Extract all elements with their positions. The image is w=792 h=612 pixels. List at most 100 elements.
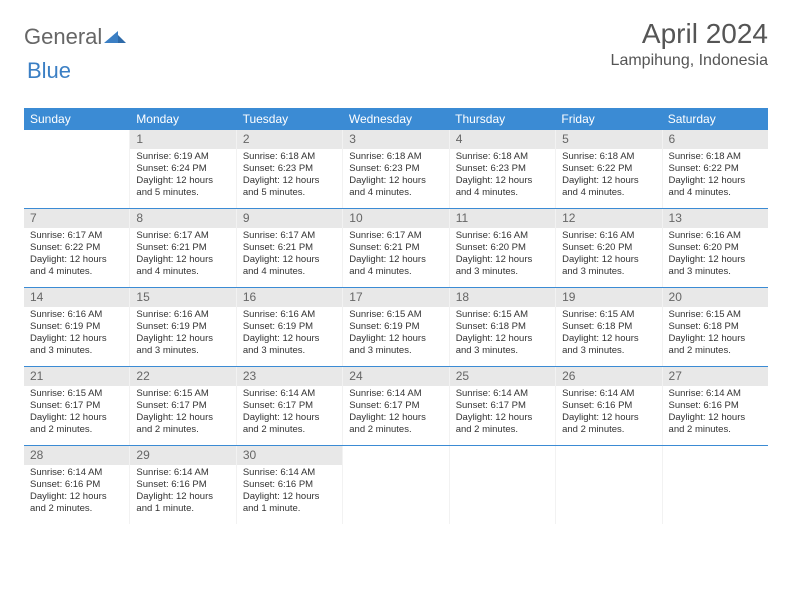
calendar-cell: 1Sunrise: 6:19 AMSunset: 6:24 PMDaylight…: [130, 130, 236, 208]
title-block: April 2024 Lampihung, Indonesia: [611, 18, 768, 70]
sunrise-text: Sunrise: 6:14 AM: [349, 388, 442, 400]
sunrise-text: Sunrise: 6:19 AM: [136, 151, 229, 163]
date-number: 13: [663, 209, 768, 228]
calendar-cell: 10Sunrise: 6:17 AMSunset: 6:21 PMDayligh…: [343, 209, 449, 287]
daylight-text: Daylight: 12 hours and 2 minutes.: [136, 412, 229, 436]
daylight-text: Daylight: 12 hours and 4 minutes.: [30, 254, 123, 278]
date-number: 10: [343, 209, 448, 228]
daylight-text: Daylight: 12 hours and 3 minutes.: [669, 254, 762, 278]
sunrise-text: Sunrise: 6:15 AM: [136, 388, 229, 400]
sunset-text: Sunset: 6:22 PM: [562, 163, 655, 175]
daylight-text: Daylight: 12 hours and 2 minutes.: [349, 412, 442, 436]
calendar-cell: 12Sunrise: 6:16 AMSunset: 6:20 PMDayligh…: [556, 209, 662, 287]
calendar: Sunday Monday Tuesday Wednesday Thursday…: [24, 108, 768, 524]
date-number: 12: [556, 209, 661, 228]
sunset-text: Sunset: 6:17 PM: [30, 400, 123, 412]
cell-body: Sunrise: 6:17 AMSunset: 6:21 PMDaylight:…: [237, 228, 342, 282]
sunset-text: Sunset: 6:18 PM: [456, 321, 549, 333]
day-header-wednesday: Wednesday: [343, 108, 449, 130]
sunset-text: Sunset: 6:23 PM: [456, 163, 549, 175]
cell-body: Sunrise: 6:15 AMSunset: 6:17 PMDaylight:…: [130, 386, 235, 440]
calendar-cell: 16Sunrise: 6:16 AMSunset: 6:19 PMDayligh…: [237, 288, 343, 366]
calendar-cell: 6Sunrise: 6:18 AMSunset: 6:22 PMDaylight…: [663, 130, 768, 208]
calendar-cell: 29Sunrise: 6:14 AMSunset: 6:16 PMDayligh…: [130, 446, 236, 524]
sunset-text: Sunset: 6:22 PM: [30, 242, 123, 254]
daylight-text: Daylight: 12 hours and 1 minute.: [136, 491, 229, 515]
sunrise-text: Sunrise: 6:15 AM: [669, 309, 762, 321]
date-number: 6: [663, 130, 768, 149]
cell-body: Sunrise: 6:18 AMSunset: 6:22 PMDaylight:…: [663, 149, 768, 203]
daylight-text: Daylight: 12 hours and 4 minutes.: [136, 254, 229, 278]
sunrise-text: Sunrise: 6:16 AM: [243, 309, 336, 321]
date-number: 7: [24, 209, 129, 228]
calendar-cell: 22Sunrise: 6:15 AMSunset: 6:17 PMDayligh…: [130, 367, 236, 445]
calendar-cell: 13Sunrise: 6:16 AMSunset: 6:20 PMDayligh…: [663, 209, 768, 287]
calendar-cell: 5Sunrise: 6:18 AMSunset: 6:22 PMDaylight…: [556, 130, 662, 208]
calendar-cell: 27Sunrise: 6:14 AMSunset: 6:16 PMDayligh…: [663, 367, 768, 445]
calendar-cell: 24Sunrise: 6:14 AMSunset: 6:17 PMDayligh…: [343, 367, 449, 445]
date-number: 19: [556, 288, 661, 307]
daylight-text: Daylight: 12 hours and 3 minutes.: [243, 333, 336, 357]
date-number: 20: [663, 288, 768, 307]
calendar-cell: [24, 130, 130, 208]
cell-body: Sunrise: 6:16 AMSunset: 6:19 PMDaylight:…: [130, 307, 235, 361]
page-header: General April 2024 Lampihung, Indonesia: [24, 18, 768, 70]
date-number: 8: [130, 209, 235, 228]
daylight-text: Daylight: 12 hours and 5 minutes.: [243, 175, 336, 199]
sunset-text: Sunset: 6:20 PM: [456, 242, 549, 254]
daylight-text: Daylight: 12 hours and 2 minutes.: [562, 412, 655, 436]
logo-text-general: General: [24, 24, 102, 50]
sunrise-text: Sunrise: 6:16 AM: [456, 230, 549, 242]
cell-body: Sunrise: 6:16 AMSunset: 6:19 PMDaylight:…: [237, 307, 342, 361]
calendar-cell: [343, 446, 449, 524]
sunset-text: Sunset: 6:16 PM: [669, 400, 762, 412]
sunrise-text: Sunrise: 6:14 AM: [243, 467, 336, 479]
date-number: [450, 446, 555, 465]
cell-body: Sunrise: 6:16 AMSunset: 6:20 PMDaylight:…: [556, 228, 661, 282]
cell-body: Sunrise: 6:16 AMSunset: 6:19 PMDaylight:…: [24, 307, 129, 361]
sunset-text: Sunset: 6:24 PM: [136, 163, 229, 175]
sunrise-text: Sunrise: 6:17 AM: [349, 230, 442, 242]
sunrise-text: Sunrise: 6:14 AM: [30, 467, 123, 479]
date-number: 14: [24, 288, 129, 307]
calendar-cell: 8Sunrise: 6:17 AMSunset: 6:21 PMDaylight…: [130, 209, 236, 287]
date-number: 16: [237, 288, 342, 307]
sunrise-text: Sunrise: 6:18 AM: [456, 151, 549, 163]
date-number: 24: [343, 367, 448, 386]
daylight-text: Daylight: 12 hours and 2 minutes.: [456, 412, 549, 436]
date-number: 27: [663, 367, 768, 386]
date-number: 25: [450, 367, 555, 386]
date-number: 17: [343, 288, 448, 307]
sunrise-text: Sunrise: 6:16 AM: [30, 309, 123, 321]
cell-body: Sunrise: 6:18 AMSunset: 6:22 PMDaylight:…: [556, 149, 661, 203]
sunset-text: Sunset: 6:20 PM: [669, 242, 762, 254]
sunset-text: Sunset: 6:20 PM: [562, 242, 655, 254]
cell-body: Sunrise: 6:18 AMSunset: 6:23 PMDaylight:…: [343, 149, 448, 203]
daylight-text: Daylight: 12 hours and 4 minutes.: [669, 175, 762, 199]
calendar-cell: 28Sunrise: 6:14 AMSunset: 6:16 PMDayligh…: [24, 446, 130, 524]
cell-body: Sunrise: 6:14 AMSunset: 6:17 PMDaylight:…: [343, 386, 448, 440]
sunrise-text: Sunrise: 6:14 AM: [562, 388, 655, 400]
sunrise-text: Sunrise: 6:16 AM: [562, 230, 655, 242]
week-row: 7Sunrise: 6:17 AMSunset: 6:22 PMDaylight…: [24, 209, 768, 288]
day-header-monday: Monday: [130, 108, 236, 130]
sunset-text: Sunset: 6:21 PM: [243, 242, 336, 254]
calendar-cell: 9Sunrise: 6:17 AMSunset: 6:21 PMDaylight…: [237, 209, 343, 287]
calendar-cell: 2Sunrise: 6:18 AMSunset: 6:23 PMDaylight…: [237, 130, 343, 208]
calendar-cell: 3Sunrise: 6:18 AMSunset: 6:23 PMDaylight…: [343, 130, 449, 208]
sunrise-text: Sunrise: 6:18 AM: [669, 151, 762, 163]
sunrise-text: Sunrise: 6:15 AM: [349, 309, 442, 321]
sunrise-text: Sunrise: 6:15 AM: [456, 309, 549, 321]
calendar-cell: 19Sunrise: 6:15 AMSunset: 6:18 PMDayligh…: [556, 288, 662, 366]
calendar-cell: 4Sunrise: 6:18 AMSunset: 6:23 PMDaylight…: [450, 130, 556, 208]
cell-body: Sunrise: 6:14 AMSunset: 6:16 PMDaylight:…: [556, 386, 661, 440]
daylight-text: Daylight: 12 hours and 4 minutes.: [562, 175, 655, 199]
weeks-container: 1Sunrise: 6:19 AMSunset: 6:24 PMDaylight…: [24, 130, 768, 524]
cell-body: Sunrise: 6:14 AMSunset: 6:16 PMDaylight:…: [237, 465, 342, 519]
sunrise-text: Sunrise: 6:15 AM: [562, 309, 655, 321]
date-number: 2: [237, 130, 342, 149]
calendar-cell: 15Sunrise: 6:16 AMSunset: 6:19 PMDayligh…: [130, 288, 236, 366]
calendar-cell: 25Sunrise: 6:14 AMSunset: 6:17 PMDayligh…: [450, 367, 556, 445]
sunset-text: Sunset: 6:18 PM: [562, 321, 655, 333]
sunset-text: Sunset: 6:19 PM: [30, 321, 123, 333]
